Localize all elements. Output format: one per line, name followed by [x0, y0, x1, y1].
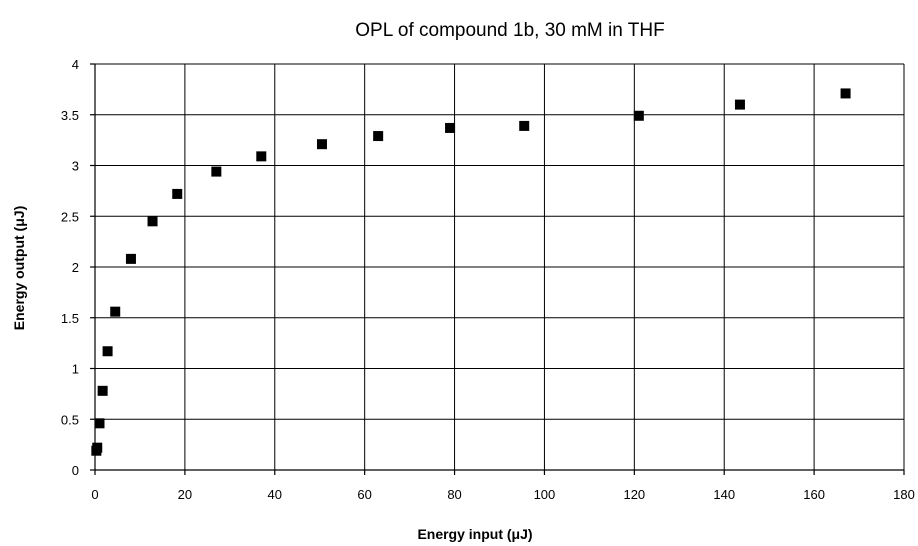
data-point — [94, 418, 105, 429]
y-tick-label: 2.5 — [61, 209, 79, 224]
x-tick-label: 60 — [357, 487, 371, 502]
x-tick-label: 100 — [534, 487, 556, 502]
chart-title: OPL of compound 1b, 30 mM in THF — [355, 20, 664, 41]
x-tick-label: 160 — [803, 487, 825, 502]
y-tick-label: 0 — [72, 463, 79, 478]
data-point — [92, 442, 103, 453]
x-tick-label: 0 — [91, 487, 98, 502]
data-point — [519, 120, 530, 131]
data-point — [256, 151, 267, 162]
data-point — [373, 131, 384, 142]
data-point — [734, 99, 745, 110]
y-tick-labels: 0 0.5 1 1.5 2 2.5 3 3.5 4 — [61, 57, 79, 478]
x-tick-labels: 0 20 40 60 80 100 120 140 160 180 — [91, 487, 914, 502]
gridlines — [94, 63, 905, 471]
data-point — [97, 385, 108, 396]
y-axis-label: Energy output (μJ) — [11, 206, 27, 330]
data-point — [840, 88, 851, 99]
x-tick-label: 20 — [178, 487, 192, 502]
x-tick-label: 140 — [713, 487, 735, 502]
data-point — [147, 216, 158, 227]
y-tick-label: 0.5 — [61, 412, 79, 427]
y-tick-label: 1 — [72, 362, 79, 377]
x-axis-label: Energy input (μJ) — [417, 526, 532, 542]
x-tick-label: 40 — [268, 487, 282, 502]
data-point — [316, 139, 327, 150]
x-tick-label: 120 — [623, 487, 645, 502]
x-tick-label: 180 — [893, 487, 915, 502]
data-point — [125, 253, 136, 264]
x-tick-label: 80 — [447, 487, 461, 502]
data-point — [633, 110, 644, 121]
y-tick-label: 1.5 — [61, 311, 79, 326]
y-tick-label: 2 — [72, 260, 79, 275]
data-point — [445, 122, 456, 133]
y-tick-label: 3 — [72, 159, 79, 174]
data-points — [91, 88, 851, 456]
axes — [90, 63, 905, 475]
data-point — [110, 306, 121, 317]
data-point — [102, 346, 113, 357]
data-point — [211, 166, 222, 177]
data-point — [172, 188, 183, 199]
y-tick-label: 4 — [72, 57, 79, 72]
y-tick-label: 3.5 — [61, 108, 79, 123]
